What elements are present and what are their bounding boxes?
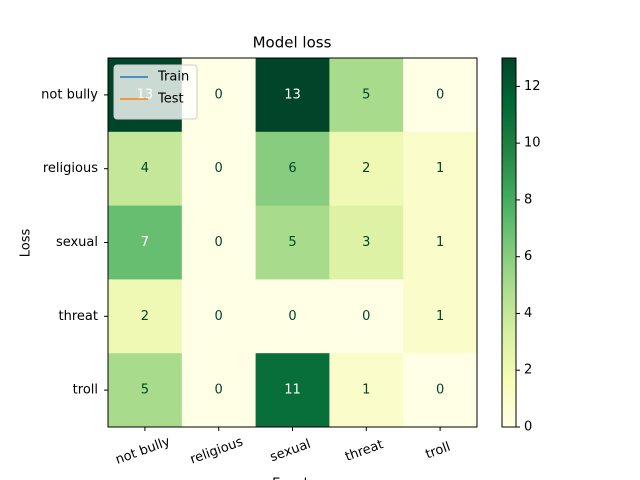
cell-label: 2 bbox=[141, 309, 149, 324]
heatmap-cell bbox=[108, 205, 183, 280]
cell-label: 3 bbox=[362, 235, 370, 250]
cell-label: 4 bbox=[141, 161, 149, 176]
colorbar-tick-label: 10 bbox=[524, 136, 541, 151]
cell-label: 1 bbox=[436, 235, 444, 250]
x-tick-label: sexual bbox=[268, 437, 313, 465]
heatmap-cell bbox=[403, 131, 478, 207]
heatmap-cell bbox=[181, 131, 257, 207]
heatmap-cell bbox=[329, 279, 404, 354]
y-tick-label: not bully bbox=[41, 87, 98, 102]
cell-label: 5 bbox=[141, 383, 149, 398]
cell-label: 0 bbox=[215, 383, 223, 398]
colorbar bbox=[501, 57, 517, 428]
heatmap-cell bbox=[255, 279, 330, 354]
x-tick-label: troll bbox=[424, 440, 453, 463]
cell-label: 0 bbox=[436, 383, 444, 398]
heatmap-cell bbox=[329, 205, 404, 280]
cell-label: 2 bbox=[362, 161, 370, 176]
x-tick-label: religious bbox=[188, 434, 245, 467]
cell-label: 13 bbox=[284, 87, 301, 102]
y-tick-label: sexual bbox=[56, 235, 98, 250]
colorbar-tick-label: 12 bbox=[524, 79, 541, 94]
heatmap-cell bbox=[108, 131, 183, 207]
cell-label: 1 bbox=[362, 383, 370, 398]
colorbar-tick-label: 8 bbox=[524, 192, 532, 207]
heatmap-cell bbox=[403, 279, 478, 354]
heatmap-cell bbox=[181, 353, 257, 428]
heatmap-cell bbox=[403, 205, 478, 280]
colorbar-tick-label: 6 bbox=[524, 249, 532, 264]
heatmap-cell bbox=[255, 58, 330, 133]
heatmap-cell bbox=[255, 353, 330, 428]
cell-label: 0 bbox=[436, 87, 444, 102]
cell-label: 5 bbox=[362, 87, 370, 102]
y-tick-label: troll bbox=[73, 383, 98, 398]
cell-label: 0 bbox=[215, 235, 223, 250]
x-tick-label: not bully bbox=[114, 434, 173, 468]
cell-label: 1 bbox=[436, 161, 444, 176]
cell-label: 7 bbox=[141, 235, 149, 250]
heatmap-cell bbox=[181, 205, 257, 280]
cell-label: 1 bbox=[436, 309, 444, 324]
heatmap-cell bbox=[255, 205, 330, 280]
heatmap-cell bbox=[329, 58, 404, 133]
heatmap-cell bbox=[108, 279, 183, 354]
colorbar-tick-label: 2 bbox=[524, 363, 532, 378]
x-axis-label: Epoch bbox=[272, 477, 312, 480]
cell-label: 0 bbox=[215, 161, 223, 176]
heatmap-cell bbox=[329, 353, 404, 428]
cell-label: 0 bbox=[288, 309, 296, 324]
cell-label: 6 bbox=[288, 161, 296, 176]
colorbar-tick-label: 0 bbox=[524, 420, 532, 435]
colorbar-tick-label: 4 bbox=[524, 306, 532, 321]
heatmap-cell bbox=[255, 131, 330, 207]
heatmap-cell bbox=[403, 353, 478, 428]
cell-label: 5 bbox=[288, 235, 296, 250]
heatmap-cell bbox=[181, 279, 257, 354]
heatmap-cell bbox=[329, 131, 404, 207]
cell-label: 11 bbox=[284, 383, 301, 398]
heatmap-cell bbox=[108, 353, 183, 428]
cell-label: 0 bbox=[215, 309, 223, 324]
cell-label: 0 bbox=[362, 309, 370, 324]
legend-label: Test bbox=[157, 92, 184, 107]
y-tick-label: threat bbox=[59, 309, 98, 324]
legend-label: Train bbox=[157, 70, 189, 85]
y-tick-label: religious bbox=[43, 161, 98, 176]
chart-title: Model loss bbox=[253, 34, 332, 52]
legend-box bbox=[113, 64, 198, 120]
x-tick-label: threat bbox=[343, 437, 385, 465]
cell-label: 0 bbox=[215, 87, 223, 102]
y-axis-label: Loss bbox=[19, 229, 34, 258]
heatmap-cell bbox=[403, 58, 478, 133]
